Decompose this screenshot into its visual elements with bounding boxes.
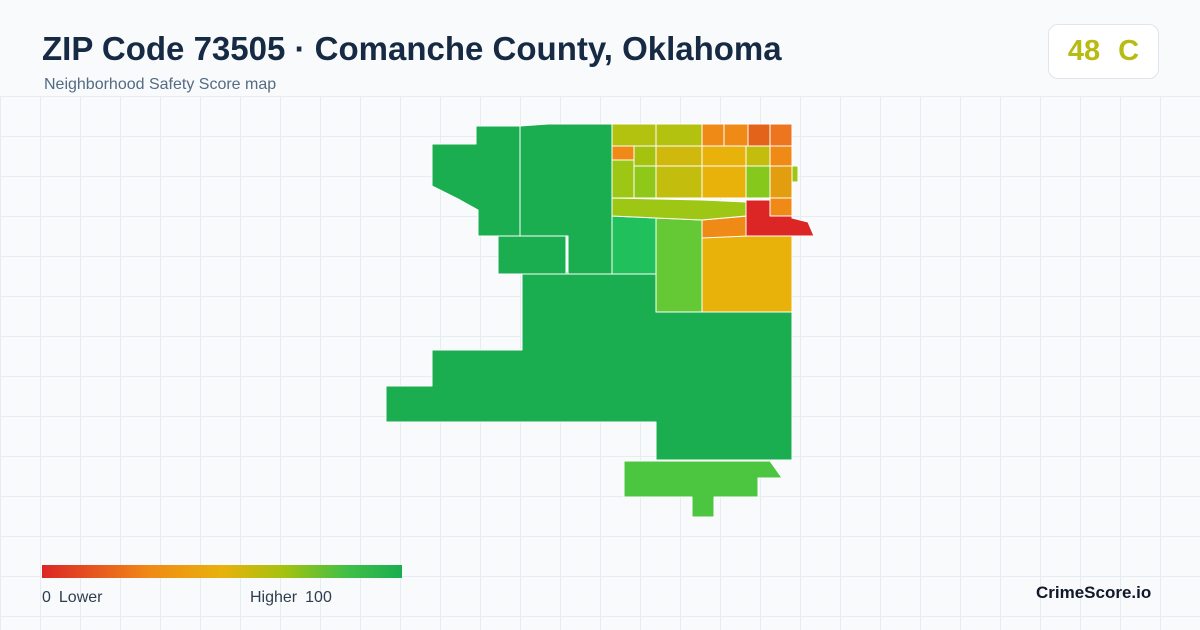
map-region-row3-c [655,165,703,199]
map-region-north-b [655,123,703,147]
legend-high-label: Higher 100 [250,589,332,607]
map-region-row2-b [633,145,657,167]
map-region-south [623,460,783,518]
map-region-row3-d [701,165,747,199]
map-region-row2-a [611,145,635,161]
map-region-row2-f [769,145,793,167]
map-region-north-d [723,123,749,147]
map-region-southeast [701,235,793,313]
safety-score-grade: C [1118,35,1140,67]
map-region-row2-e [745,145,771,167]
map-region-north-e [747,123,771,147]
safety-score-value: 48 [1067,35,1101,67]
legend-low-label: 0 Lower [42,589,102,607]
map-region-row2-d [701,145,747,167]
safety-score-badge: 48 C [1048,24,1159,79]
brand-logo-text: CrimeScore.io [1036,583,1152,602]
map-region-row4-e [769,197,793,217]
map-region-central [655,217,703,313]
map-region-row3-b [633,165,657,199]
map-region-east-sliver [791,165,799,183]
legend-color-scale [42,565,402,578]
page-title: ZIP Code 73505 · Comanche County, Oklaho… [42,30,782,67]
legend-low-text: Lower [58,589,103,606]
map-region-mid-band [611,197,747,221]
page-subtitle: Neighborhood Safety Score map [44,76,277,93]
map-region-row2-c [655,145,703,167]
map-region-row3-f [769,165,793,199]
map-region-north-c [701,123,725,147]
legend-high-text: Higher [250,589,298,606]
map-region-west-central [611,215,657,275]
legend-max-value: 100 [305,589,332,606]
map-region-row3-e [745,165,771,199]
legend-min-value: 0 [42,589,51,606]
map-region-north-f [769,123,793,147]
map-region-north-a [611,123,657,147]
map-region-row3-a [611,159,635,199]
